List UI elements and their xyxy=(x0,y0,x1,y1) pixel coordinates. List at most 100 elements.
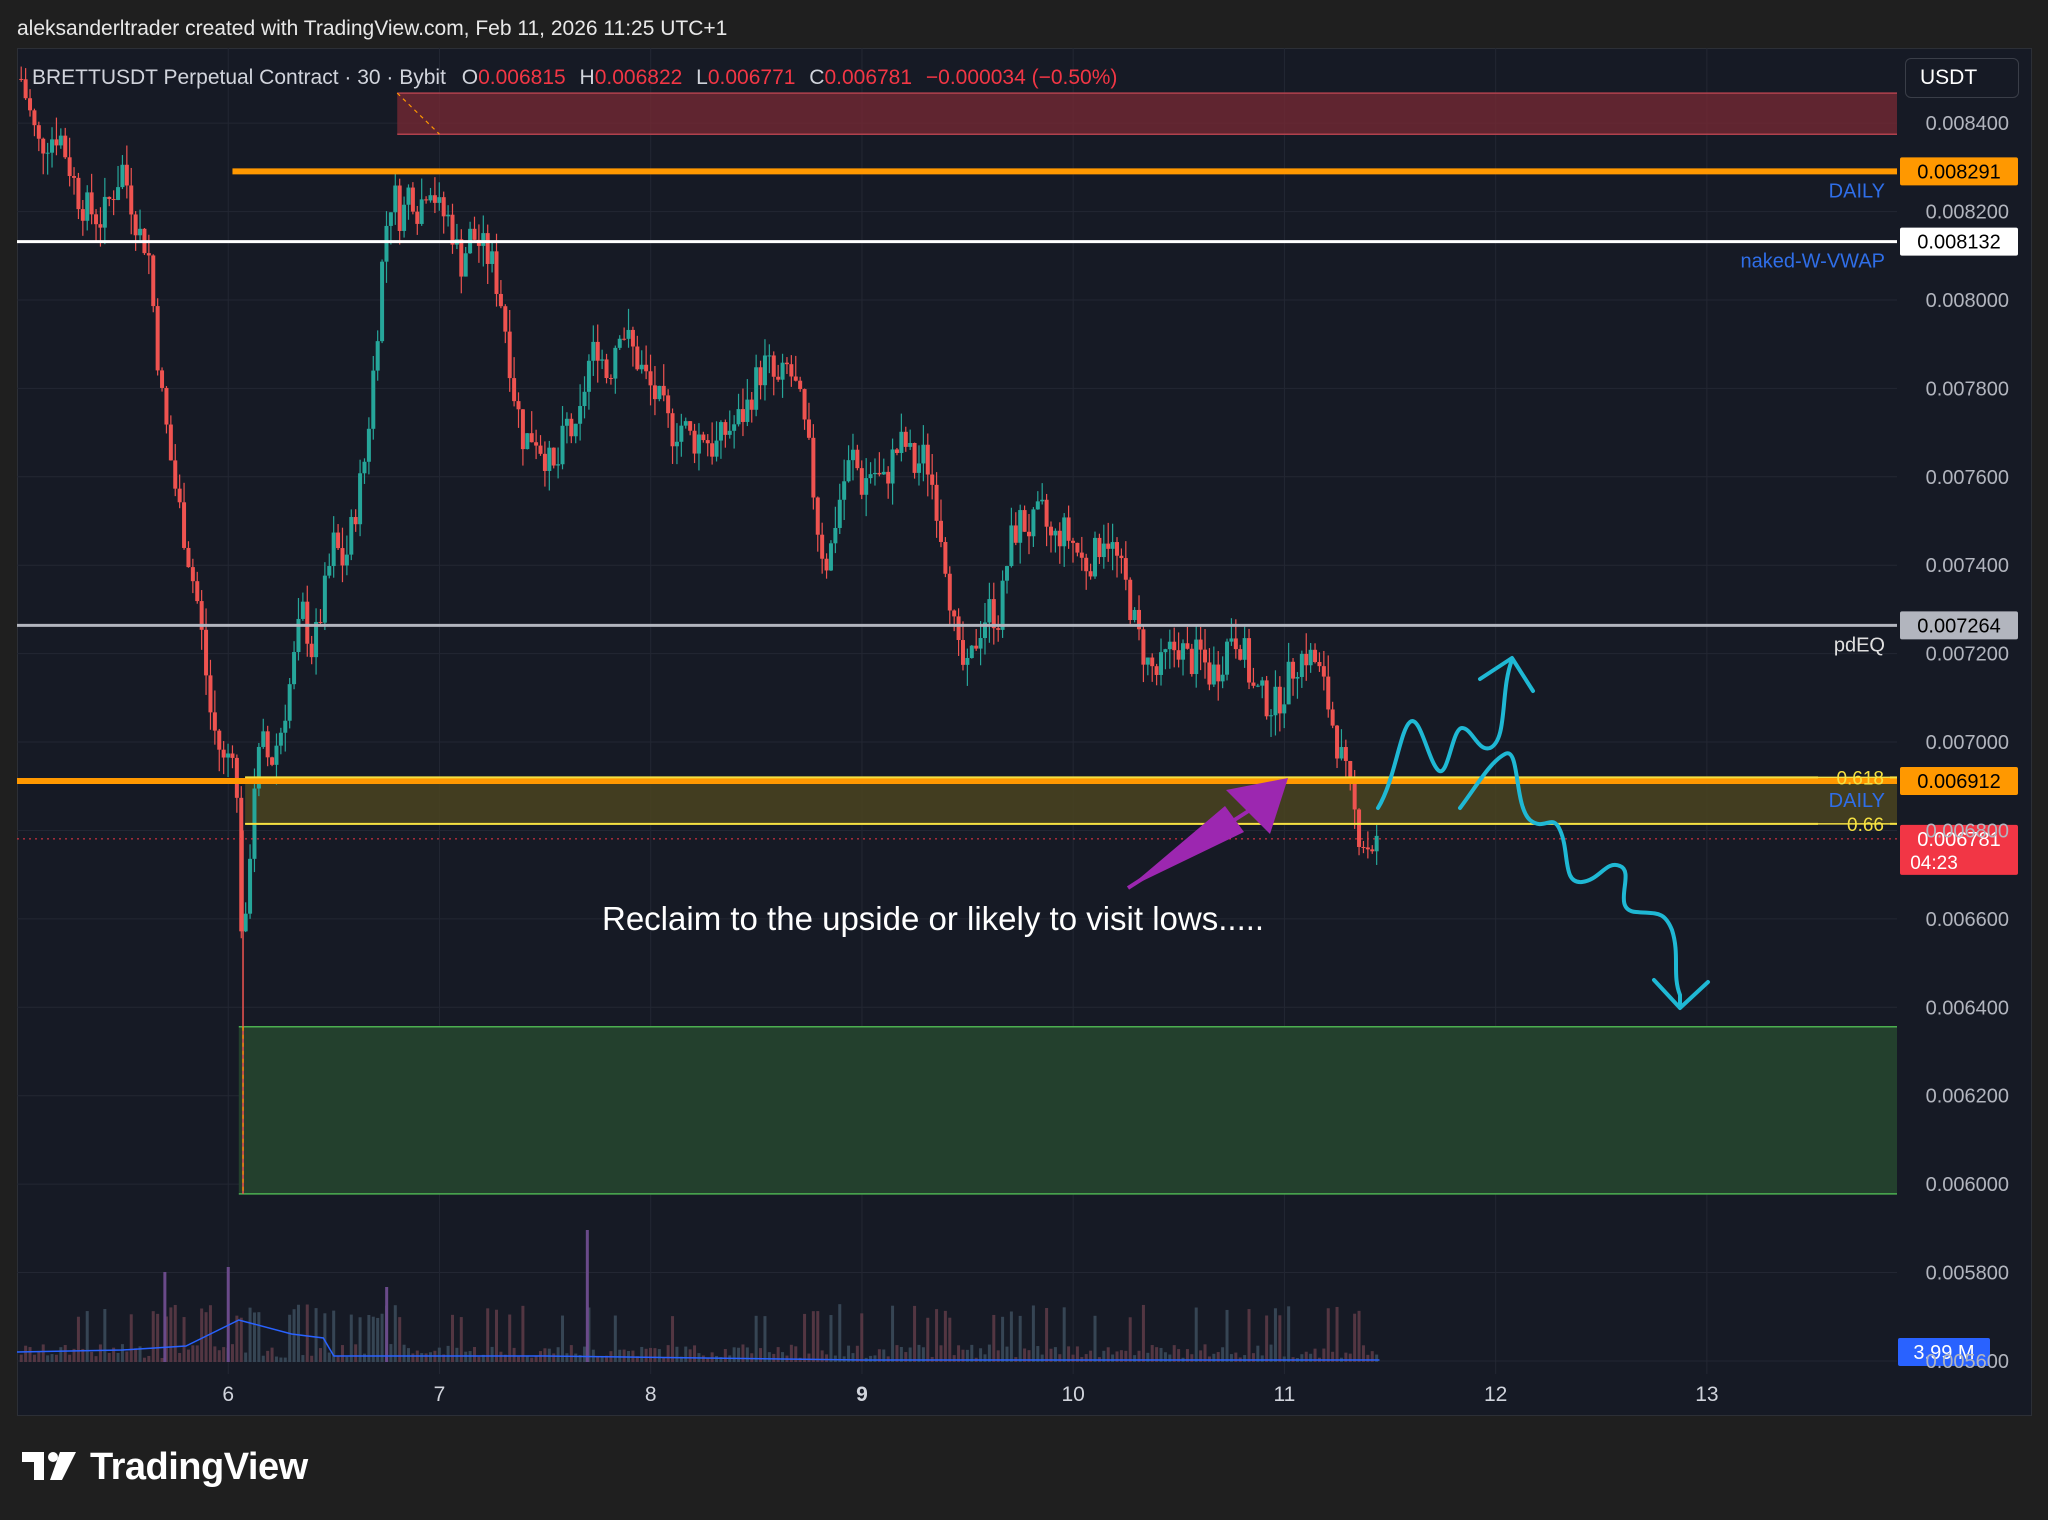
candle-body xyxy=(1370,849,1375,852)
candle-body xyxy=(318,621,323,623)
price-tick-label: 0.006200 xyxy=(1926,1086,2009,1108)
volume-bar xyxy=(230,1344,234,1362)
volume-bar xyxy=(1370,1351,1374,1362)
volume-bar xyxy=(235,1315,239,1362)
candle-body xyxy=(837,499,842,528)
volume-bar xyxy=(345,1356,349,1362)
candle-body xyxy=(463,253,468,277)
volume-bar xyxy=(741,1344,745,1362)
time-tick-label: 7 xyxy=(434,1383,446,1406)
volume-bar xyxy=(120,1344,124,1362)
volume-bar xyxy=(908,1347,912,1362)
volume-bar xyxy=(182,1317,186,1362)
candle-body xyxy=(221,749,226,758)
tradingview-logo[interactable]: TradingView xyxy=(20,1446,308,1489)
volume-bar xyxy=(1155,1347,1159,1362)
fib-label: 0.66 xyxy=(1847,815,1884,836)
candle-body xyxy=(270,757,275,765)
tradingview-wordmark: TradingView xyxy=(90,1446,308,1488)
low-value: 0.006771 xyxy=(707,66,796,89)
volume-bar xyxy=(134,1348,138,1362)
volume-bar xyxy=(402,1344,406,1362)
volume-bar xyxy=(847,1345,851,1362)
candle-body xyxy=(1242,638,1247,660)
candle-body xyxy=(1216,664,1221,682)
volume-bar xyxy=(517,1356,521,1362)
candle-body xyxy=(239,797,244,932)
candle-body xyxy=(261,731,266,747)
candle-body xyxy=(1110,542,1115,549)
candle-body xyxy=(164,387,169,425)
volume-bar xyxy=(719,1357,723,1362)
volume-bar xyxy=(332,1310,336,1362)
volume-bar xyxy=(948,1317,952,1362)
volume-bar xyxy=(367,1314,371,1362)
volume-bar xyxy=(186,1349,190,1362)
volume-bar xyxy=(358,1317,362,1362)
candle-body xyxy=(815,497,820,535)
volume-bar xyxy=(776,1347,780,1362)
volume-bar xyxy=(305,1304,309,1362)
candle-body xyxy=(98,224,103,228)
volume-bar xyxy=(261,1355,265,1362)
purple-arrow-head xyxy=(1226,778,1288,834)
volume-bar xyxy=(935,1309,939,1362)
volume-bar xyxy=(1269,1344,1273,1362)
volume-spike xyxy=(385,1287,389,1362)
candle-body xyxy=(564,418,569,426)
candle-body xyxy=(1247,638,1252,683)
candle-body xyxy=(76,177,81,210)
candle-body xyxy=(520,409,525,450)
candle-body xyxy=(402,204,407,231)
candle-body xyxy=(94,214,99,225)
candle-body xyxy=(903,431,908,447)
volume-bar xyxy=(288,1314,292,1362)
level-badge xyxy=(1900,227,2018,256)
ohlc-legend: BRETTUSDT Perpetual Contract · 30 · Bybi… xyxy=(32,66,1117,90)
demand-zone xyxy=(238,1026,1898,1194)
volume-bar xyxy=(63,1345,67,1362)
volume-bar xyxy=(310,1355,314,1362)
volume-spike xyxy=(226,1267,230,1362)
candle-body xyxy=(432,195,437,203)
candle-body xyxy=(881,471,886,475)
candle-body xyxy=(102,196,107,228)
volume-bar xyxy=(327,1352,331,1362)
candle-body xyxy=(582,391,587,407)
volume-bar xyxy=(578,1355,582,1362)
candle-body xyxy=(732,424,737,431)
candle-body xyxy=(1233,638,1238,650)
candle-body xyxy=(661,385,666,396)
volume-bar xyxy=(662,1357,666,1362)
candle-body xyxy=(833,527,838,544)
candle-body xyxy=(705,440,710,444)
volume-bar xyxy=(98,1344,102,1362)
currency-button[interactable]: USDT xyxy=(1905,58,2019,98)
candle-body xyxy=(23,79,28,99)
volume-bar xyxy=(1216,1352,1220,1362)
candle-body xyxy=(798,380,803,390)
volume-bar xyxy=(583,1346,587,1362)
candle-body xyxy=(789,364,794,377)
candle-body xyxy=(538,445,543,454)
fib-label: 0.618 xyxy=(1836,768,1884,789)
candle-body xyxy=(595,341,600,361)
volume-bar xyxy=(679,1356,683,1362)
candle-body xyxy=(204,629,209,676)
candle-body xyxy=(1128,579,1133,620)
volume-bar xyxy=(816,1311,820,1362)
candle-body xyxy=(336,532,341,549)
volume-bar xyxy=(1163,1352,1167,1362)
volume-bar xyxy=(613,1315,617,1362)
volume-bar xyxy=(657,1349,661,1362)
candle-body xyxy=(925,444,930,475)
candle-body xyxy=(622,338,627,340)
candle-body xyxy=(446,214,451,217)
level-badge-label: 0.008291 xyxy=(1917,161,2000,183)
candle-body xyxy=(855,449,860,469)
candle-body xyxy=(1145,657,1150,665)
volume-bar xyxy=(495,1309,499,1362)
candle-body xyxy=(1018,510,1023,543)
volume-bar xyxy=(292,1309,296,1362)
